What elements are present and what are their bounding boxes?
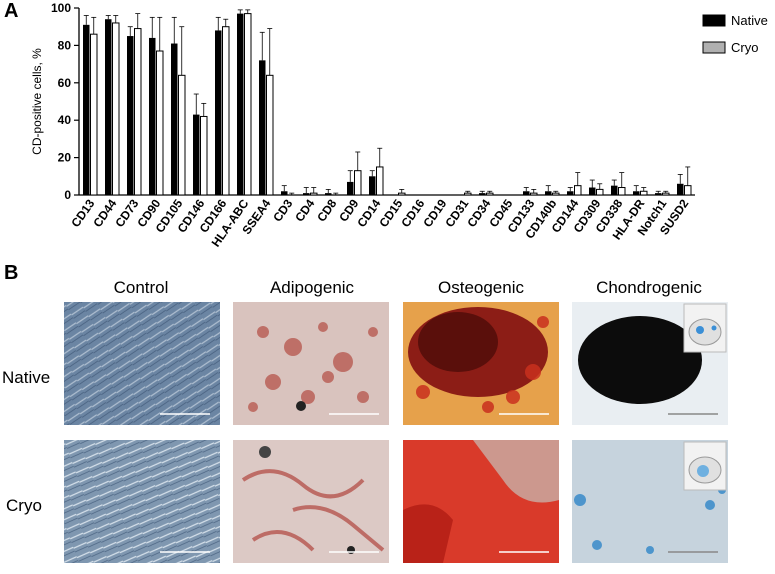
legend-swatch-native [702,14,726,27]
legend-swatch-cryo [702,41,726,54]
bar-native [127,36,134,195]
bar-cryo [354,170,362,196]
bar-cryo [266,74,274,196]
panel-b-label: B [4,262,19,284]
bar-native [479,193,486,195]
micrograph-native-chondrogenic [572,302,728,425]
bar-cryo [376,166,384,196]
bar-cryo [200,115,208,196]
bar-native [83,24,90,195]
bar-native [369,176,376,195]
y-tick-label: 20 [58,151,72,165]
bar-native [633,191,640,195]
bar-cryo [398,192,406,196]
y-tick-label: 60 [58,76,72,90]
bar-native [149,37,156,195]
bar-native [215,30,222,195]
bar-cryo [156,50,164,196]
x-tick-label: CD8 [314,196,339,224]
bar-cryo [90,33,98,196]
bar-native [611,185,618,195]
micrograph-native-adipogenic [233,302,389,425]
bar-native [589,187,596,195]
legend-label-native: Native [731,13,768,28]
y-tick-label: 0 [64,188,71,202]
bar-native [655,193,662,195]
y-tick-label: 40 [58,113,72,127]
bar-native [325,193,332,195]
legend-label-cryo: Cryo [731,40,758,55]
micrograph-cryo-chondrogenic [572,440,728,563]
bar-cryo [530,192,538,196]
row-title-cryo: Cryo [6,496,42,515]
bar-cryo [134,28,142,196]
bar-native [105,19,112,195]
bar-native [281,191,288,195]
micrograph-cryo-control [64,440,220,563]
micrograph-cryo-osteogenic [403,440,559,563]
bar-cryo [618,187,626,196]
column-title-osteogenic: Osteogenic [438,278,524,297]
bar-cryo [640,190,648,196]
column-title-control: Control [113,278,169,297]
bar-native [237,13,244,195]
y-tick-label: 100 [51,1,71,15]
bar-cryo [596,188,604,196]
bar-native [303,193,310,195]
bar-cryo [574,185,582,196]
bar-cryo [112,22,120,196]
bar-cryo [244,13,252,196]
micrograph-native-osteogenic [403,302,559,425]
bar-cryo [464,192,472,196]
y-tick-label: 80 [58,38,72,52]
y-axis-label: CD-positive cells, % [30,48,44,155]
bar-native [567,191,574,195]
x-tick-label: CD4 [292,196,317,224]
micrograph-cryo-adipogenic [233,440,389,563]
bar-cryo [684,185,692,196]
bar-native [193,114,200,195]
panel-a-label: A [4,0,19,22]
x-tick-label: CD3 [270,196,295,224]
bar-cryo [552,192,560,196]
bar-cryo [310,192,318,196]
bar-native [347,181,354,195]
column-title-adipogenic: Adipogenic [269,278,355,297]
bar-native [523,191,530,195]
bar-cryo [486,192,494,196]
micrograph-native-control [64,302,220,425]
bar-native [259,60,266,195]
row-title-native: Native [2,368,51,387]
bar-cryo [222,26,230,196]
bar-native [171,43,178,195]
bar-cryo [178,74,186,196]
bar-native [677,183,684,195]
bar-cryo [662,192,670,196]
bar-native [545,191,552,195]
column-title-chondrogenic: Chondrogenic [596,278,702,297]
